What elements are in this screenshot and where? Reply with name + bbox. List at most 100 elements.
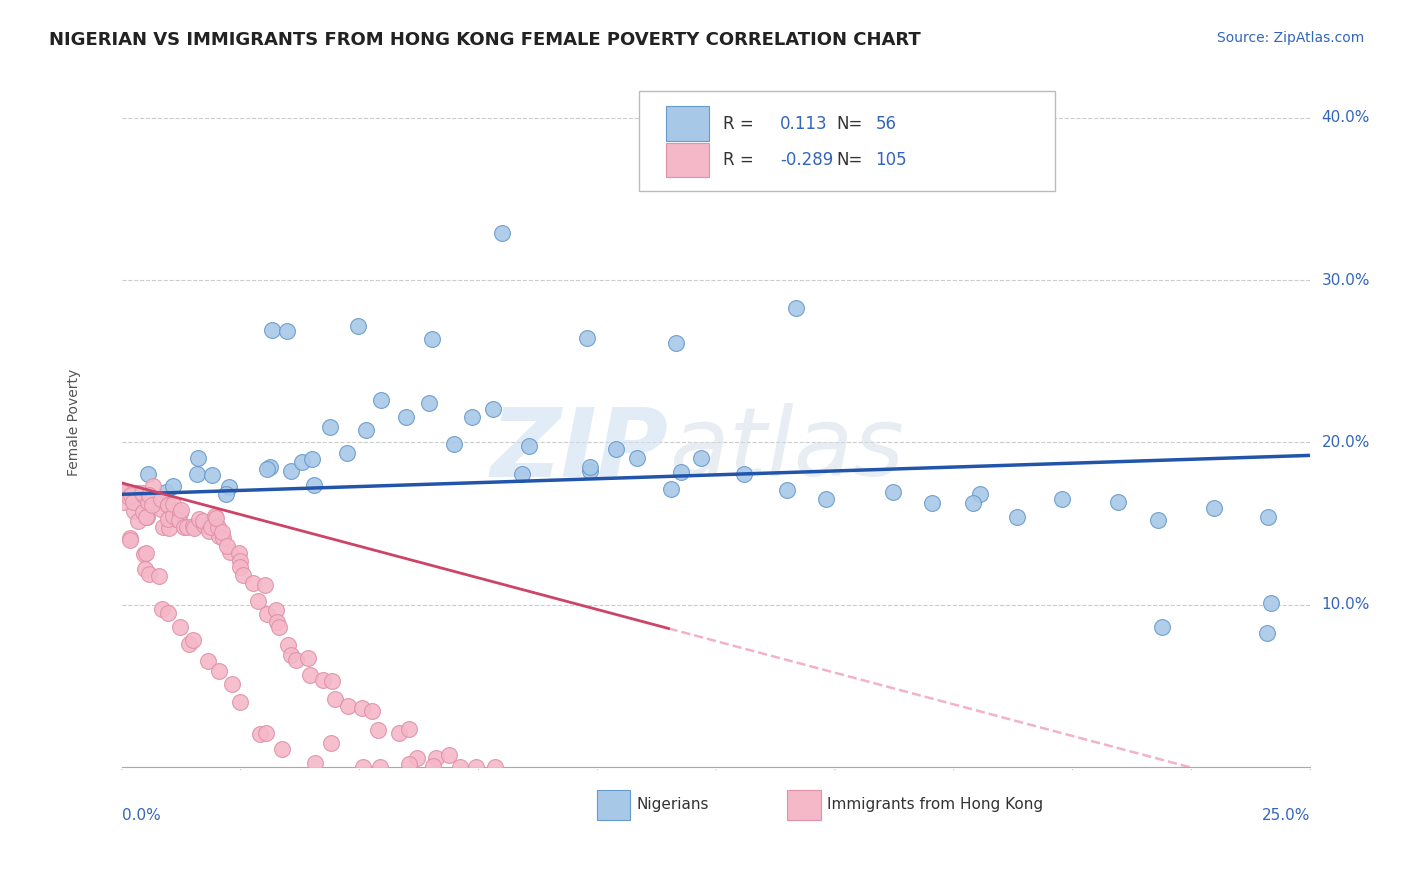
- Point: [262, 322, 284, 336]
- Point: [193, 517, 215, 532]
- Point: [157, 498, 180, 512]
- Point: [169, 620, 191, 634]
- Point: [187, 512, 209, 526]
- Point: [665, 336, 688, 351]
- Point: [517, 439, 540, 453]
- Point: [484, 760, 506, 774]
- Point: [264, 603, 287, 617]
- Point: [162, 508, 184, 523]
- Point: [229, 554, 252, 568]
- Point: [132, 547, 155, 561]
- Point: [388, 726, 411, 740]
- Point: [118, 531, 141, 545]
- Bar: [787, 789, 821, 820]
- Point: [197, 524, 219, 538]
- Point: [266, 615, 288, 630]
- Point: [291, 455, 314, 469]
- Point: [1257, 510, 1279, 524]
- Point: [221, 677, 243, 691]
- Point: [152, 602, 174, 616]
- Point: [150, 491, 173, 506]
- Point: [135, 509, 157, 524]
- Text: 56: 56: [876, 115, 896, 133]
- Point: [1005, 510, 1028, 524]
- Point: [1150, 619, 1173, 633]
- Point: [298, 668, 321, 682]
- Point: [321, 674, 343, 689]
- Point: [280, 464, 302, 478]
- Point: [368, 760, 391, 774]
- Point: [211, 524, 233, 539]
- Point: [815, 491, 838, 506]
- Point: [659, 482, 682, 496]
- Bar: [666, 106, 709, 141]
- Point: [304, 756, 326, 771]
- Point: [1202, 501, 1225, 516]
- Point: [882, 485, 904, 500]
- Point: [186, 467, 208, 481]
- Point: [285, 653, 308, 667]
- Point: [921, 495, 943, 509]
- Point: [276, 324, 298, 338]
- Point: [776, 483, 799, 497]
- Point: [201, 467, 224, 482]
- Point: [270, 741, 292, 756]
- Point: [318, 420, 340, 434]
- Point: [142, 479, 165, 493]
- Text: N=: N=: [837, 151, 862, 169]
- Point: [256, 607, 278, 621]
- Point: [165, 512, 187, 526]
- Point: [969, 487, 991, 501]
- Point: [733, 467, 755, 482]
- Point: [157, 498, 180, 512]
- Point: [169, 506, 191, 520]
- Point: [437, 747, 460, 762]
- Point: [229, 695, 252, 709]
- Point: [352, 760, 374, 774]
- Point: [491, 226, 513, 240]
- Point: [395, 409, 418, 424]
- Text: Female Poverty: Female Poverty: [67, 368, 82, 475]
- Point: [420, 332, 443, 346]
- Point: [215, 539, 238, 553]
- Point: [148, 568, 170, 582]
- Point: [132, 505, 155, 519]
- Point: [579, 460, 602, 475]
- Point: [122, 503, 145, 517]
- Point: [249, 726, 271, 740]
- Point: [177, 637, 200, 651]
- Point: [170, 503, 193, 517]
- Point: [254, 726, 277, 740]
- Point: [120, 487, 142, 501]
- Point: [464, 760, 486, 774]
- Point: [218, 480, 240, 494]
- Point: [785, 301, 807, 315]
- Point: [162, 479, 184, 493]
- Point: [347, 318, 370, 333]
- Point: [690, 451, 713, 466]
- Point: [111, 485, 134, 500]
- Point: [246, 594, 269, 608]
- Point: [350, 701, 373, 715]
- Point: [253, 577, 276, 591]
- Text: -0.289: -0.289: [780, 151, 834, 169]
- Point: [575, 331, 598, 345]
- Point: [200, 520, 222, 534]
- Point: [156, 606, 179, 620]
- Point: [406, 751, 429, 765]
- Bar: [666, 143, 709, 178]
- Point: [297, 651, 319, 665]
- Point: [259, 460, 281, 475]
- Point: [131, 486, 153, 500]
- Point: [127, 514, 149, 528]
- Point: [256, 462, 278, 476]
- Point: [370, 393, 392, 408]
- Point: [155, 485, 177, 500]
- Text: Immigrants from Hong Kong: Immigrants from Hong Kong: [827, 797, 1043, 813]
- Point: [181, 518, 204, 533]
- Text: Source: ZipAtlas.com: Source: ZipAtlas.com: [1216, 31, 1364, 45]
- Point: [138, 488, 160, 502]
- Point: [277, 638, 299, 652]
- Point: [443, 436, 465, 450]
- Point: [208, 664, 231, 678]
